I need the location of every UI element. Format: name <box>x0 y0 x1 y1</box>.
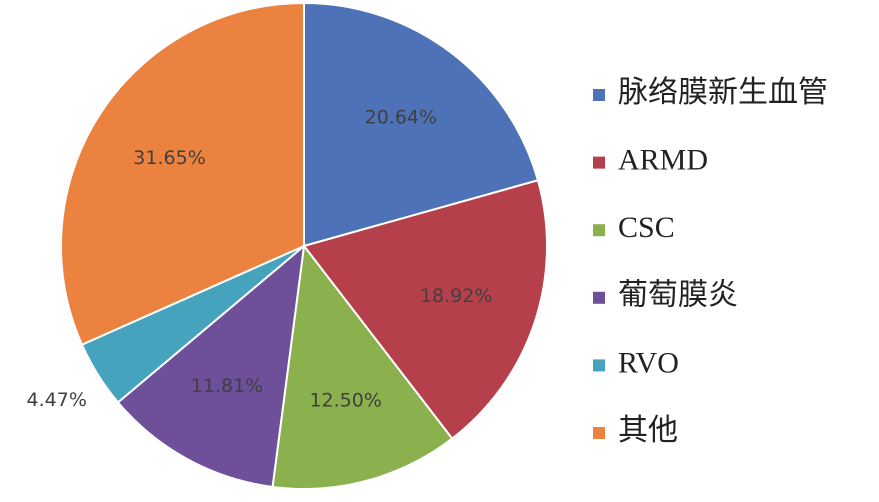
legend-swatch <box>593 224 605 237</box>
pie-slice <box>116 243 306 489</box>
slice-label: 31.65% <box>133 147 205 169</box>
legend-label: RVO <box>618 346 679 379</box>
legend-swatch <box>593 359 605 372</box>
slice-label: 11.81% <box>191 375 263 397</box>
slice-label: 4.47% <box>27 389 87 411</box>
legend-swatch <box>593 89 605 101</box>
slice-label: 12.50% <box>309 389 381 411</box>
legend-swatch <box>593 291 605 304</box>
pie-slice <box>302 179 548 441</box>
legend-label: CSC <box>618 211 675 244</box>
legend-swatch <box>593 156 605 169</box>
slice-label: 20.64% <box>365 107 437 129</box>
pie-slice <box>60 1 305 346</box>
legend-label: 脉络膜新生血管 <box>618 76 828 109</box>
slice-label: 18.92% <box>420 285 492 307</box>
legend-label: 葡萄膜炎 <box>618 279 738 312</box>
legend-swatch <box>593 427 605 439</box>
legend-label: 其他 <box>618 414 678 447</box>
legend-label: ARMD <box>618 143 708 176</box>
pie-slice <box>271 243 454 490</box>
pie-slice <box>303 1 540 248</box>
